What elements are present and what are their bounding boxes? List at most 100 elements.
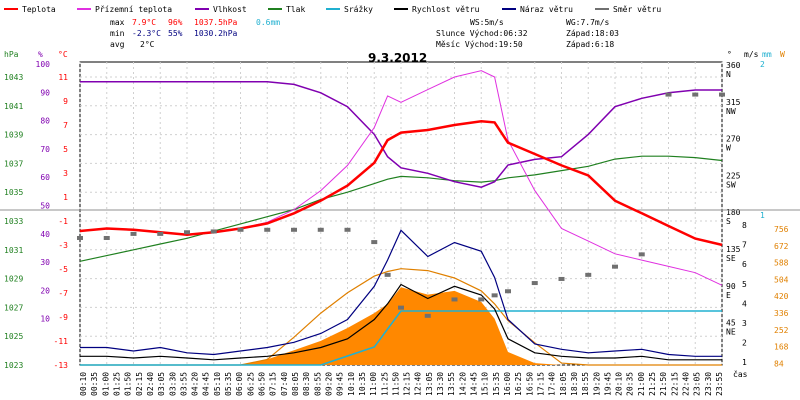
mm-tick-labels: 21	[760, 60, 765, 220]
wind-dir-point-16	[478, 297, 485, 302]
rain-line	[80, 310, 722, 366]
hpa-ticks-10: 1023	[4, 361, 23, 370]
pct-ticks-0: 100	[36, 60, 51, 69]
w-ticks-5: 336	[774, 309, 789, 318]
time-tick-10: 04:20	[191, 372, 200, 396]
time-tick-12: 05:10	[213, 372, 222, 396]
wind-dir-point-25	[692, 92, 699, 97]
pct-ticks-8: 20	[40, 286, 50, 295]
time-tick-47: 19:45	[603, 372, 612, 396]
wind-dir-point-20	[558, 276, 565, 281]
stat-wg: WG:7.7m/s	[566, 18, 610, 27]
w-ticks-6: 252	[774, 326, 789, 335]
time-tick-15: 06:25	[246, 372, 255, 396]
time-tick-5: 02:15	[135, 372, 144, 396]
dir-tick-4-1: S	[726, 217, 731, 226]
dir-tick-7-1: NE	[726, 328, 736, 337]
time-tick-46: 19:20	[592, 372, 601, 396]
time-tick-29: 12:15	[403, 372, 412, 396]
mm-axis-label: mm	[762, 50, 772, 59]
pct-ticks-6: 40	[40, 230, 50, 239]
pct-ticks-4: 60	[40, 173, 50, 182]
time-tick-21: 08:55	[313, 372, 322, 396]
legend-label-5: Rychlost větru	[412, 5, 480, 14]
time-tick-30: 12:40	[414, 372, 423, 396]
dir-axis-label: °	[727, 50, 732, 59]
time-tick-13: 05:35	[224, 372, 233, 396]
time-tick-8: 03:30	[168, 372, 177, 396]
temp-ticks-2: 7	[63, 121, 68, 130]
temp-tick-labels: 11 9 7 5 3 1 -1 -3 -5 -7 -9 -11 -13	[54, 73, 69, 370]
time-tick-28: 11:50	[391, 372, 400, 396]
hpa-axis-label: hPa	[4, 50, 19, 59]
legend-label-3: Tlak	[286, 5, 305, 14]
time-tick-51: 21:25	[648, 372, 657, 396]
temp-ticks-11: -11	[54, 337, 69, 346]
hpa-ticks-1: 1041	[4, 102, 23, 111]
wind-dir-point-24	[665, 92, 672, 97]
time-tick-27: 11:25	[380, 372, 389, 396]
time-tick-16: 06:50	[258, 372, 267, 396]
wind-dir-point-5	[210, 229, 217, 234]
legend-label-7: Směr větru	[613, 5, 661, 14]
wind-dir-point-14	[424, 313, 431, 318]
w-ticks-4: 420	[774, 292, 789, 301]
wind-dir-point-21	[585, 272, 592, 277]
ms-tick-labels: 8 7 6 5 4 3 2 1	[742, 221, 747, 367]
time-tick-4: 01:50	[124, 372, 133, 396]
time-tick-45: 18:55	[581, 372, 590, 396]
wind-dir-point-2	[130, 231, 137, 236]
wind-dir-point-18	[505, 289, 511, 294]
hpa-ticks-9: 1025	[4, 332, 23, 341]
time-tick-32: 13:30	[436, 372, 445, 396]
pct-axis-label: %	[38, 50, 43, 59]
dir-tick-6-1: E	[726, 291, 731, 300]
time-tick-52: 21:50	[659, 372, 668, 396]
time-tick-31: 13:05	[425, 372, 434, 396]
dir-tick-4-0: 180	[726, 208, 741, 217]
hpa-ticks-3: 1037	[4, 159, 23, 168]
time-tick-36: 15:10	[481, 372, 490, 396]
pct-ticks-1: 90	[40, 88, 50, 97]
time-tick-35: 14:45	[470, 372, 479, 396]
temp-ticks-4: 3	[63, 169, 68, 178]
time-tick-42: 17:40	[548, 372, 557, 396]
legend-label-2: Vlhkost	[213, 5, 247, 14]
solar-area	[80, 287, 722, 365]
time-tick-18: 07:40	[280, 372, 289, 396]
wind-speed-line	[80, 283, 722, 361]
time-tick-1: 00:35	[90, 372, 99, 396]
ms-ticks-5: 3	[742, 319, 747, 328]
w-ticks-7: 168	[774, 343, 789, 352]
stat-sun-set: Západ:18:03	[566, 29, 619, 38]
ms-axis-label: m/s	[744, 50, 759, 59]
ms-ticks-7: 1	[742, 358, 747, 367]
time-tick-11: 04:45	[202, 372, 211, 396]
stat-avg-label: avg	[110, 40, 125, 49]
time-tick-53: 22:15	[670, 372, 679, 396]
wind-dir-point-19	[531, 281, 538, 286]
hpa-ticks-2: 1039	[4, 131, 23, 140]
time-tick-40: 16:50	[525, 372, 534, 396]
w-ticks-2: 588	[774, 259, 789, 268]
dir-tick-3-0: 225	[726, 171, 741, 180]
legend-label-1: Přízemní teplota	[95, 5, 172, 14]
wind-dir-point-22	[612, 264, 618, 269]
temp-ticks-8: -5	[58, 265, 68, 274]
legend-label-4: Srážky	[344, 5, 373, 14]
time-tick-54: 22:40	[682, 372, 691, 396]
mm-tick-top: 2	[760, 60, 765, 69]
stats-block: max 7.9°C 96% 1037.5hPa 0.6mm min -2.3°C…	[110, 18, 619, 49]
dir-tick-0-1: N	[726, 70, 731, 79]
time-tick-23: 09:45	[336, 372, 345, 396]
time-tick-7: 03:05	[157, 372, 166, 396]
wind-dir-point-3	[157, 231, 164, 236]
pressure-line	[79, 155, 723, 262]
time-tick-17: 07:15	[269, 372, 278, 396]
dir-tick-5-0: 135	[726, 245, 741, 254]
wind-dir-point-23	[638, 252, 645, 257]
temp-ticks-6: -1	[58, 217, 68, 226]
plot-area	[0, 61, 800, 366]
time-tick-44: 18:30	[570, 372, 579, 396]
temp-ticks-0: 11	[58, 73, 68, 82]
